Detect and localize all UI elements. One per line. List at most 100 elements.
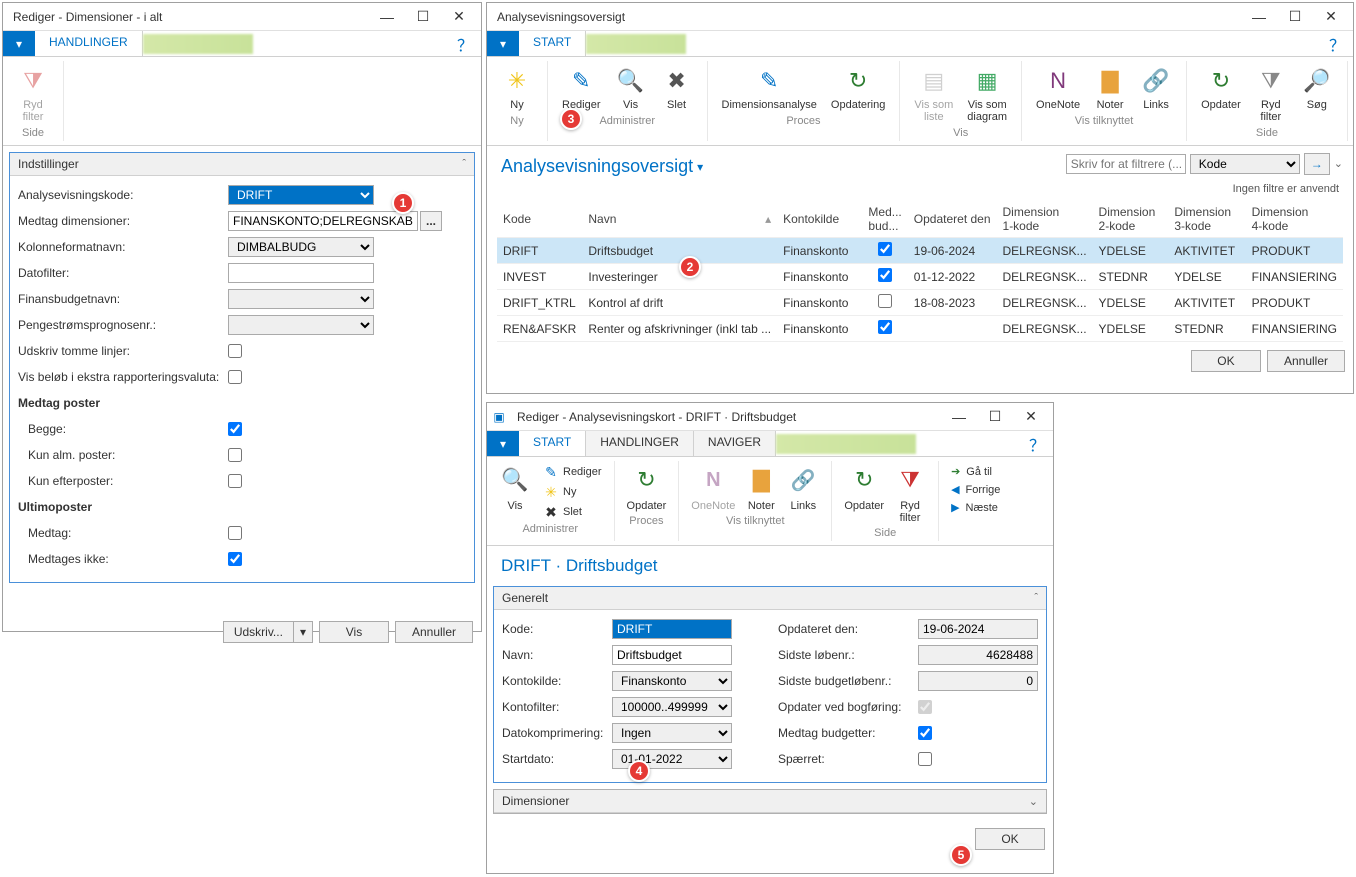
collapse-icon[interactable]: ˆ — [1034, 592, 1038, 604]
medtag-dimensioner-input[interactable] — [228, 211, 418, 231]
help-icon[interactable]: ？ — [1025, 431, 1049, 456]
kolonneformatnavn-select[interactable]: DIMBALBUDG — [228, 237, 374, 257]
column-header[interactable]: Dimension2-kode — [1093, 201, 1169, 238]
maximize-button[interactable]: ☐ — [405, 3, 441, 31]
kun-alm-checkbox[interactable] — [228, 448, 242, 462]
filter-go-button[interactable]: → — [1304, 153, 1330, 175]
forrige-button[interactable]: ◀Forrige — [947, 481, 1004, 498]
finansbudgetnavn-select[interactable] — [228, 289, 374, 309]
minimize-button[interactable]: — — [369, 3, 405, 31]
noter-button[interactable]: ▇Noter — [1088, 63, 1132, 113]
medtag-checkbox[interactable] — [228, 526, 242, 540]
column-header[interactable]: Kode — [497, 201, 582, 238]
file-dropdown[interactable]: ▾ — [487, 431, 519, 456]
kontokilde-select[interactable]: Finanskonto — [612, 671, 732, 691]
navn-input[interactable] — [612, 645, 732, 665]
maximize-button[interactable]: ☐ — [977, 403, 1013, 431]
file-dropdown[interactable]: ▾ — [3, 31, 35, 56]
vis-button[interactable]: Vis — [319, 621, 389, 643]
table-row[interactable]: INVESTInvesteringerFinanskonto01-12-2022… — [497, 264, 1343, 290]
dimanalyse-button[interactable]: ✎Dimensionsanalyse — [716, 63, 823, 113]
ny-button[interactable]: ✳Ny — [495, 63, 539, 113]
slet-button[interactable]: ✖Slet — [655, 63, 699, 113]
filter-input[interactable] — [1066, 154, 1186, 174]
file-dropdown[interactable]: ▾ — [487, 31, 519, 56]
minimize-button[interactable]: — — [941, 403, 977, 431]
collapse-icon[interactable]: ˆ — [462, 158, 466, 170]
tab-start[interactable]: START — [519, 31, 586, 56]
expand-chevron-icon[interactable]: ⌄ — [1334, 157, 1343, 170]
column-header[interactable]: Opdateret den — [908, 201, 997, 238]
ok-button[interactable]: OK — [1191, 350, 1261, 372]
analysevisningskode-select[interactable]: DRIFT — [228, 185, 374, 205]
medtag-budgetter-checkbox[interactable] — [918, 726, 932, 740]
udskriv-button[interactable]: Udskriv...▾ — [223, 621, 313, 643]
medbud-checkbox[interactable] — [878, 320, 892, 334]
ny-button[interactable]: ✳Ny — [539, 483, 606, 501]
opdater-button[interactable]: ↻ Opdater — [623, 463, 671, 513]
kontofilter-select[interactable]: 100000..499999 — [612, 697, 732, 717]
tab-start[interactable]: START — [519, 431, 586, 456]
annuller-button[interactable]: Annuller — [395, 621, 473, 643]
opdater-button[interactable]: ↻Opdater — [1195, 63, 1247, 125]
vis-button[interactable]: 🔍 Vis — [495, 463, 535, 513]
page-heading[interactable]: Analysevisningsoversigt▾ — [487, 146, 717, 181]
tab-naviger[interactable]: NAVIGER — [694, 431, 776, 456]
table-row[interactable]: REN&AFSKRRenter og afskrivninger (inkl t… — [497, 316, 1343, 342]
links-button[interactable]: 🔗 Links — [783, 463, 823, 513]
kun-efter-checkbox[interactable] — [228, 474, 242, 488]
medbud-checkbox[interactable] — [878, 242, 892, 256]
begge-checkbox[interactable] — [228, 422, 242, 436]
filter-field-select[interactable]: Kode — [1190, 154, 1300, 174]
maximize-button[interactable]: ☐ — [1277, 3, 1313, 31]
column-header[interactable]: Med...bud... — [862, 201, 907, 238]
close-button[interactable]: ✕ — [1313, 3, 1349, 31]
column-header[interactable]: Dimension1-kode — [997, 201, 1093, 238]
spaerret-checkbox[interactable] — [918, 752, 932, 766]
vis-button[interactable]: 🔍Vis — [609, 63, 653, 113]
slet-button[interactable]: ✖Slet — [539, 503, 606, 521]
soeg-button[interactable]: 🔎Søg — [1295, 63, 1339, 125]
noter-button[interactable]: ▇ Noter — [741, 463, 781, 513]
column-header[interactable]: Navn ▴ — [582, 201, 777, 238]
gaa-til-button[interactable]: ➔Gå til — [947, 463, 1004, 480]
column-header[interactable]: Dimension3-kode — [1168, 201, 1245, 238]
onenote-button[interactable]: NOneNote — [1030, 63, 1086, 113]
medtag-dimensioner-lookup[interactable]: ... — [420, 211, 442, 231]
datofilter-input[interactable] — [228, 263, 374, 283]
rediger-button[interactable]: ✎Rediger — [539, 463, 606, 481]
opdatering-button[interactable]: ↻Opdatering — [825, 63, 891, 113]
links-button[interactable]: 🔗Links — [1134, 63, 1178, 113]
tab-handlinger[interactable]: HANDLINGER — [35, 31, 143, 56]
tab-handlinger[interactable]: HANDLINGER — [586, 431, 694, 456]
ryd_filter-button[interactable]: ⧩Ryd filter — [1249, 63, 1293, 125]
vis-beloeb-checkbox[interactable] — [228, 370, 242, 384]
panel-header[interactable]: Indstillinger ˆ — [10, 153, 474, 176]
udskriv-tomme-checkbox[interactable] — [228, 344, 242, 358]
panel-header[interactable]: Generelt ˆ — [494, 587, 1046, 610]
vis_diagram-button[interactable]: ▦Vis som diagram — [961, 63, 1013, 125]
kode-input[interactable] — [612, 619, 732, 639]
help-icon[interactable]: ？ — [1325, 31, 1349, 56]
naeste-button[interactable]: ▶Næste — [947, 499, 1004, 516]
pengestroem-select[interactable] — [228, 315, 374, 335]
datokomprimering-select[interactable]: Ingen — [612, 723, 732, 743]
medbud-checkbox[interactable] — [878, 268, 892, 282]
ryd-filter-button[interactable]: ⧩ Ryd filter — [890, 463, 930, 525]
annuller-button[interactable]: Annuller — [1267, 350, 1345, 372]
column-header[interactable]: Dimension4-kode — [1246, 201, 1343, 238]
column-header[interactable]: Kontokilde — [777, 201, 862, 238]
close-button[interactable]: ✕ — [1013, 403, 1049, 431]
table-row[interactable]: DRIFT_KTRLKontrol af driftFinanskonto18-… — [497, 290, 1343, 316]
minimize-button[interactable]: — — [1241, 3, 1277, 31]
help-icon[interactable]: ？ — [453, 31, 477, 56]
expand-icon[interactable]: ⌄ — [1029, 795, 1038, 808]
medbud-checkbox[interactable] — [878, 294, 892, 308]
rediger-button[interactable]: ✎Rediger — [556, 63, 607, 113]
close-button[interactable]: ✕ — [441, 3, 477, 31]
medtages-ikke-checkbox[interactable] — [228, 552, 242, 566]
ok-button[interactable]: OK — [975, 828, 1045, 850]
panel-header[interactable]: Dimensioner ⌄ — [494, 790, 1046, 813]
opdater-side-button[interactable]: ↻ Opdater — [840, 463, 888, 525]
table-row[interactable]: DRIFTDriftsbudgetFinanskonto19-06-2024DE… — [497, 238, 1343, 264]
